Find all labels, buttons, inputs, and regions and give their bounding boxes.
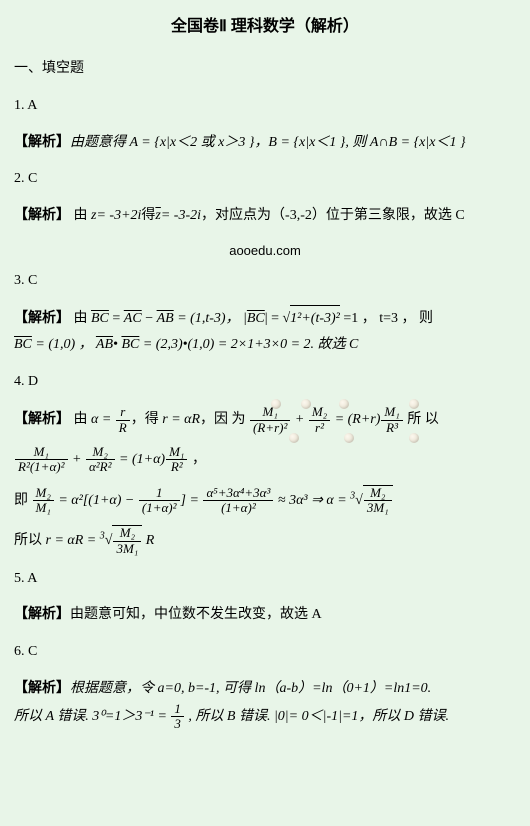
q3-l2a: = (1,0) ， [32, 337, 96, 352]
q4-l1b: ，得 [131, 412, 163, 427]
q2-text-b: 得 [141, 208, 155, 223]
frac-m1-r2: M₁R² [166, 445, 187, 475]
q3-l1b: = (1,t-3)， | [174, 311, 247, 326]
q4-l4c: R [142, 533, 154, 548]
q4-analysis-1: 【解析】 由 α = rR，得 r = αR，因 为 M₁(R+r)² + M₂… [14, 405, 516, 435]
q3-l1d: =1 ， t=3 ， 则 [340, 311, 433, 326]
frac-m2-a2r2: M₂α²R² [86, 445, 115, 475]
analysis-label: 【解析】 [14, 311, 70, 326]
q4-number: 4. D [14, 369, 516, 396]
q3-l2b: = (2,3)•(1,0) = 2×1+3×0 = 2. 故选 C [139, 337, 358, 352]
q1-text: 由题意得 A = {x|x＜2 或 x＞3 }，B = {x|x＜1 }, 则 … [70, 135, 466, 150]
vec-bc: BC [91, 311, 109, 326]
analysis-label: 【解析】 [14, 412, 70, 427]
q4-r-aR: r = αR [162, 412, 200, 427]
frac-m2-m1: M₂M₁ [33, 486, 54, 516]
q4-l3b: = α²[(1+α) − [55, 493, 138, 508]
frac-m2-r2: M₂r² [309, 405, 330, 435]
q3-sqrt: 1²+(t-3)² [290, 305, 340, 333]
analysis-label: 【解析】 [14, 681, 70, 696]
decoration-dot [289, 433, 299, 443]
section-heading: 一、填空题 [14, 56, 516, 83]
q5-text: 由题意可知，中位数不发生改变，故选 A [70, 607, 322, 622]
cuberoot-1: M₂3M₁ [363, 485, 393, 516]
q4-eq-decorated: M₁(R+r)² + M₂r² = (R+r)M₁R³ [249, 405, 404, 435]
q2-text-a: 由 [70, 208, 91, 223]
decoration-dot [409, 399, 419, 409]
q6-number: 6. C [14, 639, 516, 666]
q6-l2a: 所以 A 错误. 3⁰=1＞3⁻¹ = [14, 709, 170, 724]
vec-bc: BC [247, 311, 265, 326]
analysis-label: 【解析】 [14, 135, 70, 150]
q2-text-c: ，对应点为（-3,-2）位于第三象限，故选 C [201, 208, 465, 223]
q5-analysis: 【解析】由题意可知，中位数不发生改变，故选 A [14, 602, 516, 629]
q2-expr2-rhs: = -3-2i [161, 208, 201, 223]
q3-number: 3. C [14, 268, 516, 295]
q2-expr1-rhs: = -3+2i [96, 208, 141, 223]
q6-analysis: 【解析】根据题意，令 a=0, b=-1, 可得 ln（a-b）=ln（0+1）… [14, 676, 516, 732]
q4-l3c: ] = [181, 493, 203, 508]
q4-l3d: ≈ 3α³ ⇒ α = [274, 493, 350, 508]
q3-l1a: 由 [70, 311, 91, 326]
q3-abbc: AB• BC [96, 337, 139, 352]
q1-number: 1. A [14, 93, 516, 120]
q4-analysis-3: 即 M₂M₁ = α²[(1+α) − 1(1+α)²] = α⁵+3α⁴+3α… [14, 485, 516, 516]
vec-ac: AC [124, 311, 142, 326]
frac-m1-r21a2: M₁R²(1+α)² [15, 445, 68, 475]
page-title: 全国卷Ⅱ 理科数学（解析） [14, 12, 516, 42]
q6-l1: 根据题意，令 a=0, b=-1, 可得 ln（a-b）=ln（0+1）=ln1… [70, 681, 431, 696]
analysis-label: 【解析】 [14, 208, 70, 223]
watermark: aooedu.com [14, 239, 516, 264]
q4-l1e: 所 以 [404, 412, 439, 427]
frac-big: α⁵+3α⁴+3α³(1+α)² [203, 486, 273, 516]
cuberoot-2: M₂3M₁ [112, 525, 142, 556]
q4-l4a: 所以 [14, 533, 46, 548]
decoration-dot [344, 433, 354, 443]
frac-m1-rr2: M₁(R+r)² [250, 405, 290, 435]
frac-m1-r3: M₁R³ [381, 405, 402, 435]
q3-analysis: 【解析】 由 BC = AC − AB = (1,t-3)， |BC| = √1… [14, 305, 516, 359]
q3-l1c: | = [265, 311, 283, 326]
frac-1-3: 13 [171, 702, 184, 732]
decoration-dot [409, 433, 419, 443]
q2-analysis: 【解析】 由 z= -3+2i得z= -3-2i，对应点为（-3,-2）位于第三… [14, 203, 516, 230]
q4-l3a: 即 [14, 493, 32, 508]
analysis-label: 【解析】 [14, 607, 70, 622]
q4-alpha: α = [91, 412, 111, 427]
q1-analysis: 【解析】由题意得 A = {x|x＜2 或 x＞3 }，B = {x|x＜1 }… [14, 130, 516, 157]
q4-l4b: r = αR = [46, 533, 100, 548]
decoration-dot [339, 399, 349, 409]
vec-bc: BC [14, 337, 32, 352]
q4-l1a: 由 [70, 412, 91, 427]
q4-analysis-4: 所以 r = αR = 3√M₂3M₁ R [14, 525, 516, 556]
q6-l2b: , 所以 B 错误. |0|= 0＜|-1|=1，所以 D 错误. [185, 709, 449, 724]
frac-r-R: rR [116, 405, 130, 435]
q4-l1d: ，因 为 [200, 412, 249, 427]
vec-ab: AB [157, 311, 174, 326]
q5-number: 5. A [14, 566, 516, 593]
q2-number: 2. C [14, 166, 516, 193]
q4-analysis-2: M₁R²(1+α)² + M₂α²R² = (1+α)M₁R² ， [14, 445, 516, 475]
frac-1-1a2: 1(1+α)² [139, 486, 180, 516]
